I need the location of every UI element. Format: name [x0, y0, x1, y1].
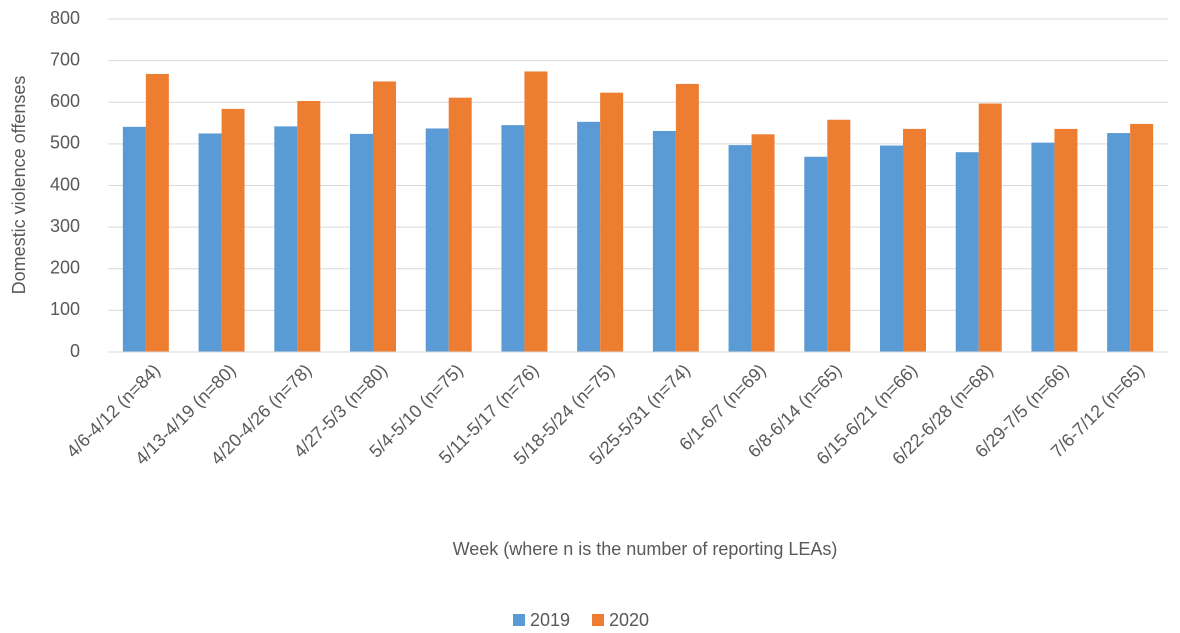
bar	[448, 97, 472, 352]
bar	[577, 121, 601, 352]
y-tick-label: 200	[50, 258, 80, 278]
y-tick-label: 400	[50, 174, 80, 194]
bar	[955, 152, 979, 352]
bar	[1031, 142, 1055, 352]
y-axis-title: Domestic violence offenses	[9, 76, 29, 295]
y-tick-label: 0	[70, 341, 80, 361]
bar	[1130, 123, 1154, 353]
bar	[600, 92, 624, 353]
bar	[978, 103, 1002, 352]
legend-label: 2019	[530, 610, 570, 630]
legend-swatch	[513, 614, 525, 626]
bar	[274, 126, 298, 352]
bar	[751, 134, 775, 352]
bar	[297, 101, 321, 352]
legend-swatch	[592, 614, 604, 626]
y-tick-label: 600	[50, 91, 80, 111]
y-tick-label: 800	[50, 8, 80, 28]
bar	[1107, 133, 1131, 352]
bar	[221, 108, 245, 352]
bar	[827, 119, 851, 352]
bar	[425, 128, 449, 352]
y-tick-label: 500	[50, 133, 80, 153]
bar	[350, 133, 373, 352]
bar	[373, 81, 396, 352]
bar	[903, 128, 926, 352]
bar	[804, 156, 828, 352]
bar	[652, 130, 676, 352]
bar	[728, 145, 752, 352]
bar	[524, 71, 548, 352]
y-tick-label: 300	[50, 216, 80, 236]
y-tick-label: 100	[50, 299, 80, 319]
y-tick-label: 700	[50, 49, 80, 69]
x-axis-title: Week (where n is the number of reporting…	[453, 539, 838, 559]
bar	[145, 73, 169, 352]
bar	[675, 83, 699, 352]
bar	[198, 133, 222, 352]
bar	[880, 145, 903, 352]
bar	[1054, 128, 1078, 352]
legend-label: 2020	[609, 610, 649, 630]
bar	[122, 126, 146, 352]
bar	[501, 125, 525, 352]
